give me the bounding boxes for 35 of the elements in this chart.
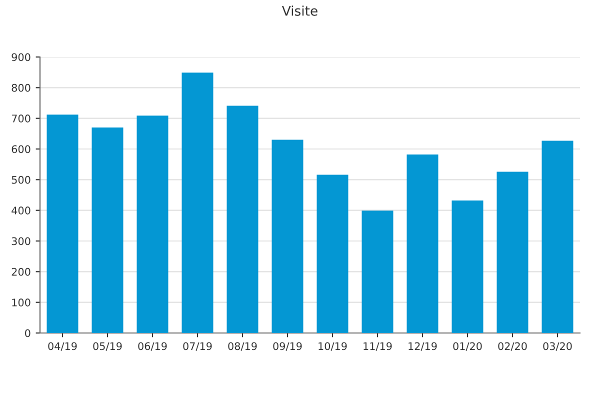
bar [362, 210, 394, 333]
y-tick-label: 100 [12, 298, 30, 306]
y-tick-label: 600 [12, 145, 30, 154]
x-tick-label: 01/20 [453, 342, 482, 351]
bar [496, 172, 528, 333]
x-tick-label: 08/19 [228, 342, 257, 351]
x-tick-label: 05/19 [93, 342, 122, 351]
y-tick-label: 400 [12, 206, 30, 214]
bar [542, 140, 574, 333]
y-tick-label: 900 [12, 53, 30, 62]
x-tick-label: 02/20 [498, 342, 527, 351]
bar [406, 154, 438, 333]
y-tick-label: 800 [12, 84, 30, 92]
bar [272, 140, 304, 333]
x-tick-label: 03/20 [543, 342, 572, 351]
x-tick-label: 06/19 [138, 342, 167, 351]
x-tick-label: 04/19 [48, 342, 77, 351]
x-tick-label: 11/19 [364, 342, 392, 351]
x-tick-label: 12/19 [408, 342, 437, 351]
y-tick-label: 300 [12, 237, 30, 246]
bar [452, 200, 484, 333]
y-tick-label: 200 [12, 268, 30, 276]
bar [136, 116, 168, 333]
bar [46, 114, 78, 333]
bar [316, 174, 348, 333]
bar [182, 72, 214, 333]
y-tick-label: 0 [25, 329, 30, 338]
y-tick-label: 700 [12, 114, 30, 122]
bar [226, 106, 258, 333]
x-tick-label: 07/19 [183, 342, 212, 351]
x-tick-label: 10/19 [318, 342, 347, 351]
x-tick-label: 09/19 [273, 342, 302, 351]
y-tick-label: 500 [12, 176, 30, 184]
chart-title: Visite [282, 6, 318, 16]
bar [92, 128, 124, 333]
